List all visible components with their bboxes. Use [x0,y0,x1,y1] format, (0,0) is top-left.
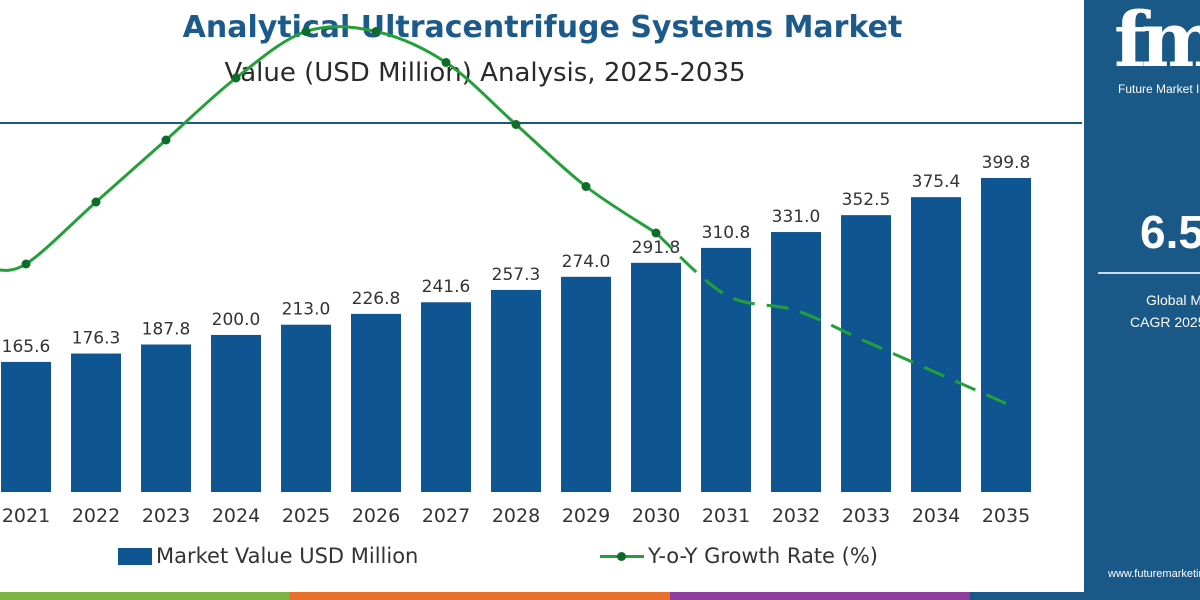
legend-item-market-value: Market Value USD Million [118,544,418,568]
legend-line-swatch [600,547,644,565]
bar-2029 [561,276,611,492]
legend-item-growth-rate: Y-o-Y Growth Rate (%) [600,544,878,568]
x-label-2035: 2035 [982,505,1030,527]
bar-2023 [141,344,191,492]
x-label-2031: 2031 [702,505,750,527]
company-name: Future Market Insights [1118,82,1200,96]
growth-line-series [0,25,1007,405]
bar-2022 [71,353,121,492]
bar-label-2024: 200.0 [212,310,261,330]
company-logo: fmi [1114,0,1200,84]
legend-line-label: Y-o-Y Growth Rate (%) [648,544,878,568]
cagr-label-line1: Global Market [1146,292,1200,308]
bar-2030 [631,262,681,492]
chart-subtitle: Value (USD Million) Analysis, 2025-2035 [224,58,746,88]
x-label-2034: 2034 [912,505,960,527]
chart-title: Analytical Ultracentrifuge Systems Marke… [182,10,903,45]
bar-label-2026: 226.8 [352,289,401,309]
x-label-2023: 2023 [142,505,190,527]
growth-point-2023 [161,135,171,145]
bar-2027 [421,302,471,492]
bar-label-2023: 187.8 [142,320,191,340]
growth-line-solid [0,25,657,272]
bar-2021 [1,361,51,492]
bar-2028 [491,289,541,492]
bar-label-2029: 274.0 [562,252,611,272]
x-label-2021: 2021 [2,505,50,527]
bar-label-2021: 165.6 [2,337,51,357]
x-label-2027: 2027 [422,505,470,527]
growth-point-2028 [511,120,521,129]
growth-point-2027 [441,58,451,67]
x-label-2024: 2024 [212,505,260,527]
growth-point-2024 [231,73,241,83]
x-axis-labels: 2021 2022 2023 2024 2025 2026 2027 2028 2029 2030… [2,505,1030,527]
footer-color-strip [0,592,1085,600]
market-chart: 165.6 176.3 187.8 200.0 213.0 226.8 241.6 257.3… [0,25,1031,527]
x-label-2026: 2026 [352,505,400,527]
bar-2034 [911,197,961,492]
legend-bar-label: Market Value USD Million [156,544,419,568]
header-divider [0,122,1082,124]
x-label-2032: 2032 [772,505,820,527]
bar-2026 [351,313,401,492]
x-label-2022: 2022 [72,505,120,527]
cagr-value: 6.5% [1140,206,1200,258]
bar-label-2033: 352.5 [842,190,891,210]
growth-point-2026 [371,27,381,36]
bar-series [1,178,1031,492]
bar-label-2022: 176.3 [72,329,121,349]
cagr-label-line2: CAGR 2025-2035 [1130,314,1200,330]
x-label-2025: 2025 [282,505,330,527]
sidebar-divider [1098,272,1200,274]
growth-line-dashed [655,231,1007,405]
bar-2031 [701,247,751,492]
bar-label-2031: 310.8 [702,223,751,243]
bar-2033 [841,215,891,492]
growth-point-2029 [581,182,591,191]
x-label-2030: 2030 [632,505,680,527]
bar-label-2035: 399.8 [982,153,1031,173]
growth-point-2021 [21,259,31,269]
brand-sidebar: fmi Future Market Insights 6.5% Global M… [1084,0,1200,600]
bar-value-labels: 165.6 176.3 187.8 200.0 213.0 226.8 241.6 257.3… [2,153,1031,357]
x-label-2033: 2033 [842,505,890,527]
bar-label-2032: 331.0 [772,207,821,227]
bar-2024 [211,334,261,492]
bar-label-2025: 213.0 [282,300,331,320]
bar-2025 [281,324,331,492]
bar-label-2027: 241.6 [422,277,471,297]
bar-label-2030: 291.8 [632,238,681,258]
bar-label-2034: 375.4 [912,172,961,192]
bar-2032 [771,232,821,492]
growth-point-2025 [301,27,311,36]
bar-label-2028: 257.3 [492,265,541,285]
bar-2035 [981,178,1031,492]
x-label-2028: 2028 [492,505,540,527]
legend-bar-swatch [118,547,152,565]
growth-point-2022 [91,197,101,207]
growth-point-2030 [651,228,661,238]
x-label-2029: 2029 [562,505,610,527]
website-url: www.futuremarketinsights.com [1108,568,1200,580]
